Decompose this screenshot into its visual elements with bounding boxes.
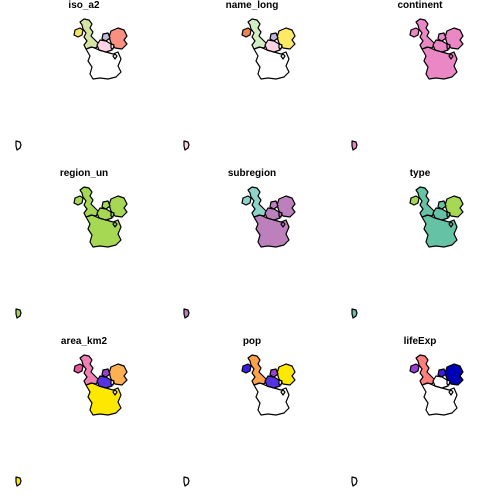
map-panel: pop bbox=[168, 336, 336, 504]
country-shape-guiana bbox=[351, 476, 358, 487]
map-figure bbox=[183, 354, 296, 487]
map-panel: continent bbox=[336, 0, 504, 168]
country-shape-lux bbox=[278, 379, 283, 386]
country-shape-ger bbox=[444, 363, 464, 386]
panel-title: subregion bbox=[227, 168, 277, 179]
country-shape-lux bbox=[446, 379, 451, 386]
country-shape-ire bbox=[241, 195, 252, 206]
country-shape-ire bbox=[241, 363, 252, 374]
country-shape-nl bbox=[269, 32, 279, 42]
country-shape-ger bbox=[276, 195, 296, 218]
country-shape-ire bbox=[241, 27, 252, 38]
country-shape-nl bbox=[101, 200, 111, 210]
country-shape-ger bbox=[108, 363, 128, 386]
country-shape-uk bbox=[415, 354, 436, 386]
country-shape-nl bbox=[269, 368, 279, 378]
map-figure bbox=[351, 354, 464, 487]
country-shape-bel bbox=[264, 39, 281, 53]
country-shape-uk bbox=[415, 186, 436, 218]
map-figure bbox=[15, 186, 128, 319]
country-shape-guiana bbox=[351, 308, 358, 319]
country-shape-uk bbox=[247, 186, 268, 218]
country-shape-ire bbox=[409, 363, 420, 374]
country-shape-ger bbox=[108, 27, 128, 50]
country-shape-ire bbox=[73, 27, 84, 38]
country-shape-lux bbox=[446, 43, 451, 50]
map-panel: subregion bbox=[168, 168, 336, 336]
map-panel: region_un bbox=[0, 168, 168, 336]
country-shape-uk bbox=[415, 18, 436, 50]
panel-title: iso_a2 bbox=[68, 0, 100, 11]
country-shape-guiana bbox=[183, 476, 190, 487]
country-shape-guiana bbox=[15, 308, 22, 319]
country-shape-small bbox=[280, 389, 286, 396]
country-shape-ire bbox=[73, 363, 84, 374]
country-shape-lux bbox=[110, 211, 115, 218]
country-shape-uk bbox=[79, 354, 100, 386]
country-shape-small bbox=[280, 53, 286, 60]
country-shape-ire bbox=[409, 27, 420, 38]
panel-title: lifeExp bbox=[403, 336, 437, 347]
panel-title: name_long bbox=[225, 0, 279, 11]
country-shape-uk bbox=[247, 354, 268, 386]
map-figure bbox=[183, 18, 296, 151]
panel-title: type bbox=[409, 168, 431, 179]
country-shape-bel bbox=[264, 207, 281, 221]
map-panel: area_km2 bbox=[0, 336, 168, 504]
country-shape-lux bbox=[110, 43, 115, 50]
country-shape-lux bbox=[278, 43, 283, 50]
country-shape-bel bbox=[96, 207, 113, 221]
country-shape-guiana bbox=[183, 140, 190, 151]
country-shape-nl bbox=[437, 32, 447, 42]
country-shape-uk bbox=[79, 186, 100, 218]
country-shape-uk bbox=[79, 18, 100, 50]
country-shape-small bbox=[112, 221, 118, 228]
map-figure bbox=[351, 186, 464, 319]
panel-title: continent bbox=[397, 0, 443, 11]
map-figure bbox=[351, 18, 464, 151]
country-shape-small bbox=[280, 221, 286, 228]
country-shape-lux bbox=[446, 211, 451, 218]
country-shape-guiana bbox=[351, 140, 358, 151]
country-shape-uk bbox=[247, 18, 268, 50]
country-shape-small bbox=[448, 53, 454, 60]
country-shape-small bbox=[112, 389, 118, 396]
country-shape-bel bbox=[432, 39, 449, 53]
country-shape-ger bbox=[276, 27, 296, 50]
country-shape-lux bbox=[278, 211, 283, 218]
country-shape-lux bbox=[110, 379, 115, 386]
panel-title: region_un bbox=[59, 168, 109, 179]
country-shape-ger bbox=[444, 27, 464, 50]
country-shape-small bbox=[448, 389, 454, 396]
country-shape-nl bbox=[101, 32, 111, 42]
country-shape-bel bbox=[432, 207, 449, 221]
map-figure bbox=[183, 186, 296, 319]
country-shape-small bbox=[112, 53, 118, 60]
country-shape-ger bbox=[444, 195, 464, 218]
country-shape-small bbox=[448, 221, 454, 228]
country-shape-nl bbox=[437, 200, 447, 210]
country-shape-nl bbox=[101, 368, 111, 378]
panel-title: area_km2 bbox=[60, 336, 108, 347]
country-shape-ger bbox=[276, 363, 296, 386]
country-shape-guiana bbox=[183, 308, 190, 319]
map-figure bbox=[15, 354, 128, 487]
country-shape-ire bbox=[409, 195, 420, 206]
map-panel: name_long bbox=[168, 0, 336, 168]
country-shape-bel bbox=[264, 375, 281, 389]
country-shape-nl bbox=[269, 200, 279, 210]
country-shape-guiana bbox=[15, 476, 22, 487]
country-shape-guiana bbox=[15, 140, 22, 151]
map-panel: iso_a2 bbox=[0, 0, 168, 168]
map-figure bbox=[15, 18, 128, 151]
country-shape-ger bbox=[108, 195, 128, 218]
country-shape-nl bbox=[437, 368, 447, 378]
map-panel: type bbox=[336, 168, 504, 336]
country-shape-bel bbox=[432, 375, 449, 389]
panel-title: pop bbox=[242, 336, 262, 347]
country-shape-bel bbox=[96, 39, 113, 53]
country-shape-bel bbox=[96, 375, 113, 389]
country-shape-ire bbox=[73, 195, 84, 206]
map-panel: lifeExp bbox=[336, 336, 504, 504]
